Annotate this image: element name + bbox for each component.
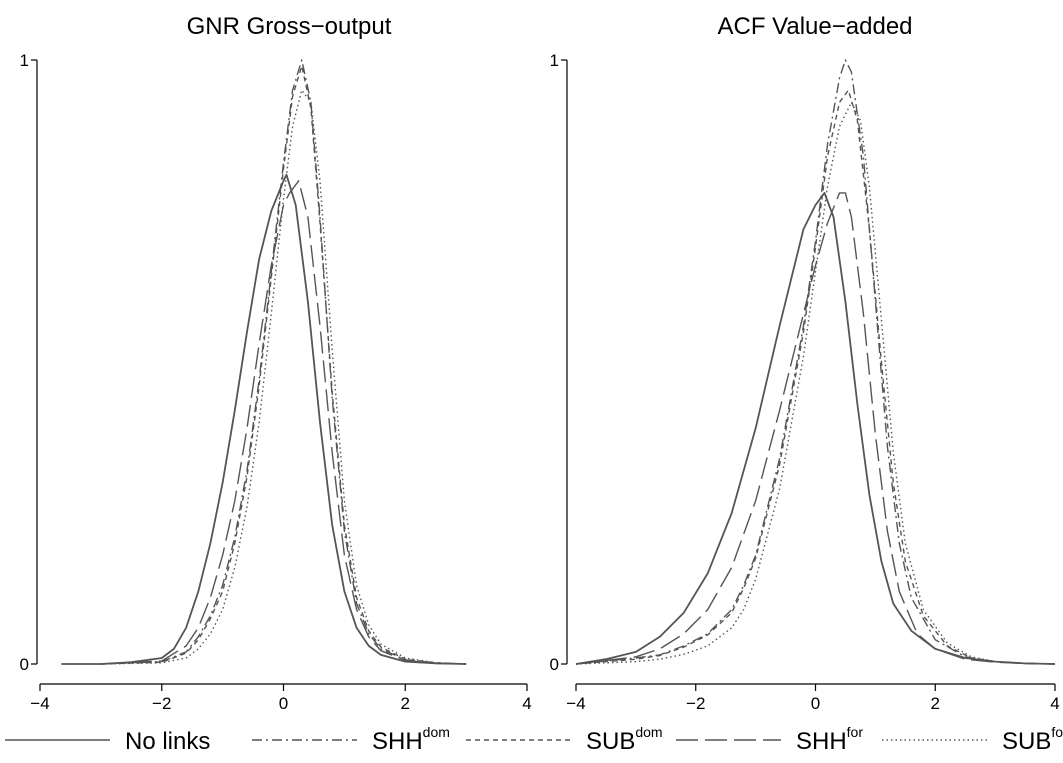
y-tick-label: 0 bbox=[550, 655, 559, 674]
legend-label-text: SUB bbox=[1002, 728, 1051, 755]
x-tick-label: 2 bbox=[401, 694, 410, 713]
legend-label: SHHdom bbox=[372, 724, 450, 755]
x-tick-label: 0 bbox=[279, 694, 288, 713]
legend-label-text: SHH bbox=[372, 728, 423, 755]
chart-title: GNR Gross−output bbox=[187, 13, 392, 40]
legend-label: No links bbox=[125, 728, 210, 755]
chart-title: ACF Value−added bbox=[717, 13, 912, 40]
y-tick-label: 1 bbox=[550, 51, 559, 70]
series-line-1 bbox=[575, 192, 1056, 665]
x-tick-label: 4 bbox=[522, 694, 531, 713]
series-line-5 bbox=[575, 101, 1056, 665]
legend-label-text: No links bbox=[125, 728, 210, 755]
legend-label-superscript: dom bbox=[423, 724, 450, 740]
legend-label-superscript: for bbox=[1051, 724, 1063, 740]
legend: No linksSHHdomSUBdomSHHforSUBfor bbox=[5, 724, 1063, 755]
chart-panel-1: GNR Gross−output 0 1 −4 −2 0 2 4 bbox=[20, 13, 532, 713]
legend-label-text: SUB bbox=[586, 728, 635, 755]
legend-item: SHHfor bbox=[676, 724, 863, 755]
legend-label-superscript: dom bbox=[635, 724, 662, 740]
x-tick-label: −2 bbox=[152, 694, 171, 713]
legend-item: SHHdom bbox=[252, 724, 450, 755]
chart-panel-2: ACF Value−added 0 1 −4 −2 0 2 4 bbox=[550, 13, 1060, 713]
series-line-4 bbox=[575, 192, 1056, 665]
x-tick-label: −4 bbox=[566, 694, 585, 713]
series-line-5 bbox=[100, 89, 467, 665]
series-line-2 bbox=[100, 59, 467, 665]
series-line-3 bbox=[100, 65, 467, 665]
series-line-1 bbox=[61, 173, 467, 665]
legend-label: SUBfor bbox=[1002, 724, 1063, 755]
x-tick-label: 2 bbox=[931, 694, 940, 713]
x-tick-label: −2 bbox=[686, 694, 705, 713]
legend-item: SUBfor bbox=[882, 724, 1063, 755]
y-tick-label: 1 bbox=[20, 51, 29, 70]
legend-label-text: SHH bbox=[796, 728, 847, 755]
y-tick-label: 0 bbox=[20, 655, 29, 674]
legend-item: SUBdom bbox=[466, 724, 663, 755]
legend-label: SHHfor bbox=[796, 724, 863, 755]
x-tick-label: 4 bbox=[1050, 694, 1059, 713]
series-line-4 bbox=[100, 180, 467, 665]
x-tick-label: −4 bbox=[30, 694, 49, 713]
series-line-2 bbox=[575, 59, 1056, 665]
legend-label: SUBdom bbox=[586, 724, 663, 755]
legend-item: No links bbox=[5, 728, 210, 755]
x-tick-label: 0 bbox=[811, 694, 820, 713]
legend-label-superscript: for bbox=[847, 724, 864, 740]
series-line-3 bbox=[575, 89, 1056, 665]
